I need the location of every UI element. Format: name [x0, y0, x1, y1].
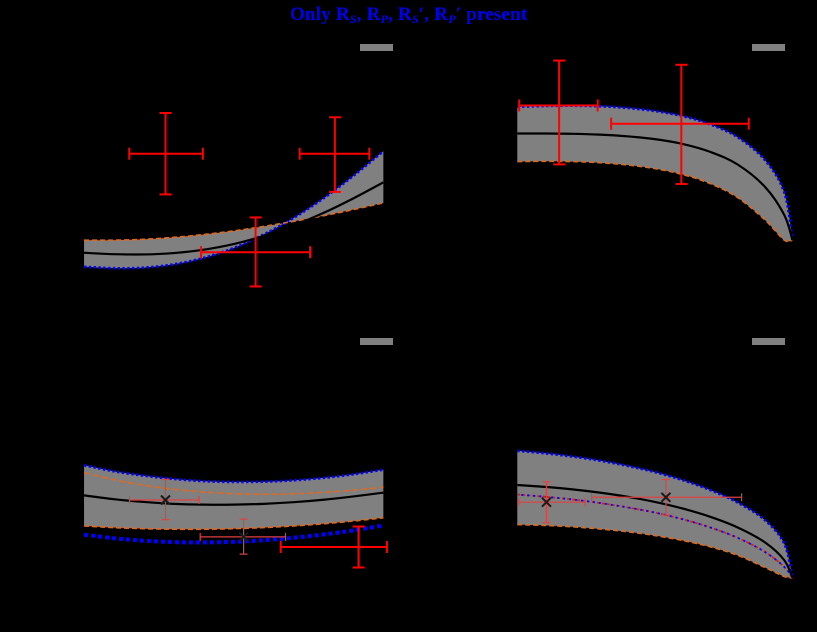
- errorbar-eb-1: [518, 481, 586, 524]
- sigma-band: [517, 450, 793, 578]
- title-only: Only: [289, 4, 331, 25]
- data-marker-x: [238, 531, 249, 543]
- title-sep-3: ,: [424, 4, 430, 25]
- panel-top-left: [83, 112, 385, 288]
- lower-bound-line: [84, 516, 384, 531]
- title-sep-2: ,: [387, 4, 393, 25]
- title-rp: RP: [366, 4, 388, 26]
- errorbar-eb-2: [590, 478, 743, 516]
- title-sep-1: ,: [356, 4, 362, 25]
- central-value-line: [517, 132, 794, 241]
- upper-bound-line: [517, 449, 794, 579]
- title-rs-prime: RS′: [397, 4, 425, 26]
- upper-bound-line: [517, 104, 794, 241]
- sigma-band: [84, 151, 384, 269]
- legend-swatch-bottom-right: [752, 338, 785, 345]
- errorbar-eb-1: [128, 478, 200, 521]
- title-rp-prime: RP′: [434, 4, 462, 26]
- upper-bound-line: [83, 464, 384, 484]
- errorbar-eb-1: [518, 59, 599, 166]
- legend-swatch-bottom-left: [360, 338, 393, 345]
- central-value-line: [83, 491, 384, 506]
- figure-title: Only RS, RP, RS′, RP′ present: [0, 4, 817, 27]
- sigma-band: [517, 105, 793, 242]
- lower-bound-line: [84, 202, 384, 242]
- panel-bottom-left: [83, 464, 388, 569]
- central-value-line: [83, 181, 384, 256]
- data-marker-x: [660, 492, 672, 503]
- errorbar-eb-1: [128, 112, 204, 196]
- central-value-line: [517, 483, 794, 579]
- title-present: present: [465, 4, 528, 25]
- errorbar-eb-2: [298, 116, 371, 193]
- legend-swatch-top-left: [360, 44, 393, 51]
- data-marker-x: [160, 494, 171, 506]
- errorbar-eb-2: [610, 63, 750, 186]
- lower-bound-line: [517, 160, 793, 243]
- panel-top-right: [517, 59, 794, 243]
- blue-reference-line: [83, 523, 384, 545]
- dotted-reference-line-blue: [517, 493, 794, 579]
- errorbar-eb-3: [200, 216, 312, 288]
- sigma-band: [84, 465, 384, 530]
- panel-bottom-right: [517, 449, 794, 579]
- legend-swatch-top-right: [752, 44, 785, 51]
- data-marker-x: [541, 496, 552, 508]
- lower-bound-line: [517, 523, 793, 579]
- errorbar-eb-2: [199, 518, 287, 555]
- title-rs: RS: [335, 4, 357, 26]
- errorbar-eb-3: [279, 525, 388, 569]
